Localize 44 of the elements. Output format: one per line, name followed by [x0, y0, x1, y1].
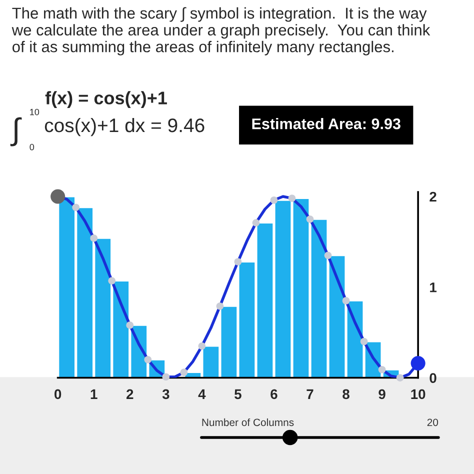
point	[396, 374, 404, 382]
text: The math with the scary ∫ symbol is integration. It is the way we calculate the area under a graph precisely. You can think of it as summing the areas of infinitely many rectangles.	[12, 7, 430, 56]
point	[144, 356, 152, 364]
point	[162, 373, 170, 381]
point	[306, 215, 314, 223]
point	[342, 297, 350, 304]
x-tick-label: 7	[306, 389, 314, 399]
point	[270, 196, 278, 204]
point	[288, 194, 296, 202]
text: 0	[30, 144, 34, 150]
x-tick-label: 9	[378, 389, 386, 400]
text: 20	[427, 418, 438, 426]
point	[234, 258, 242, 266]
text: Estimated Area: 9.93	[252, 118, 400, 130]
text: f(x) = cos(x)+1	[45, 91, 167, 108]
y-tick-label: 2	[430, 192, 436, 202]
y-tick-label: 0	[430, 373, 436, 383]
text: cos(x)+1 dx = 9.46	[44, 118, 204, 136]
text: Number of Columns	[202, 418, 294, 426]
x-tick-label: 8	[342, 389, 350, 400]
point	[378, 366, 386, 374]
x-tick-label: 5	[234, 389, 242, 400]
x-tick-label: 3	[162, 389, 170, 400]
x-tick-label: 4	[198, 389, 206, 399]
text: 10	[30, 108, 40, 116]
point	[324, 252, 332, 260]
point	[216, 302, 224, 310]
point	[198, 342, 206, 350]
y-tick-label: 1	[430, 282, 437, 292]
point	[252, 219, 260, 226]
x-tick-label: 1	[90, 389, 98, 399]
point	[126, 322, 134, 329]
point	[72, 204, 80, 212]
x-tick-label: 6	[270, 389, 278, 400]
x-tick-label: 10	[411, 389, 426, 400]
x-tick-label: 2	[126, 389, 134, 399]
point	[50, 189, 66, 204]
point	[90, 234, 98, 242]
point	[108, 277, 116, 284]
x-tick-label: 0	[54, 389, 62, 400]
point	[410, 356, 426, 371]
point	[180, 368, 188, 376]
point	[360, 338, 368, 346]
text: ∫	[10, 117, 22, 146]
